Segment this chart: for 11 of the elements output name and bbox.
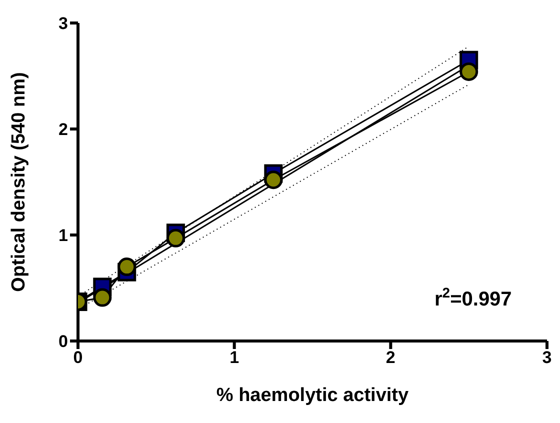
y-tick-label: 0	[58, 332, 68, 352]
y-tick-label: 1	[58, 226, 68, 246]
x-axis-title: % haemolytic activity	[216, 385, 410, 406]
y-axis-title: Optical density (540 nm)	[8, 72, 30, 292]
y-tick-label: 2	[58, 120, 68, 140]
x-tick-label: 3	[542, 348, 552, 368]
annotation: r$^{2}$=0.997	[434, 284, 512, 310]
x-tick-label: 0	[73, 348, 83, 368]
x-tick-label: 2	[386, 348, 396, 368]
y-tick-label: 3	[58, 14, 68, 34]
x-tick-label: 1	[230, 348, 240, 368]
